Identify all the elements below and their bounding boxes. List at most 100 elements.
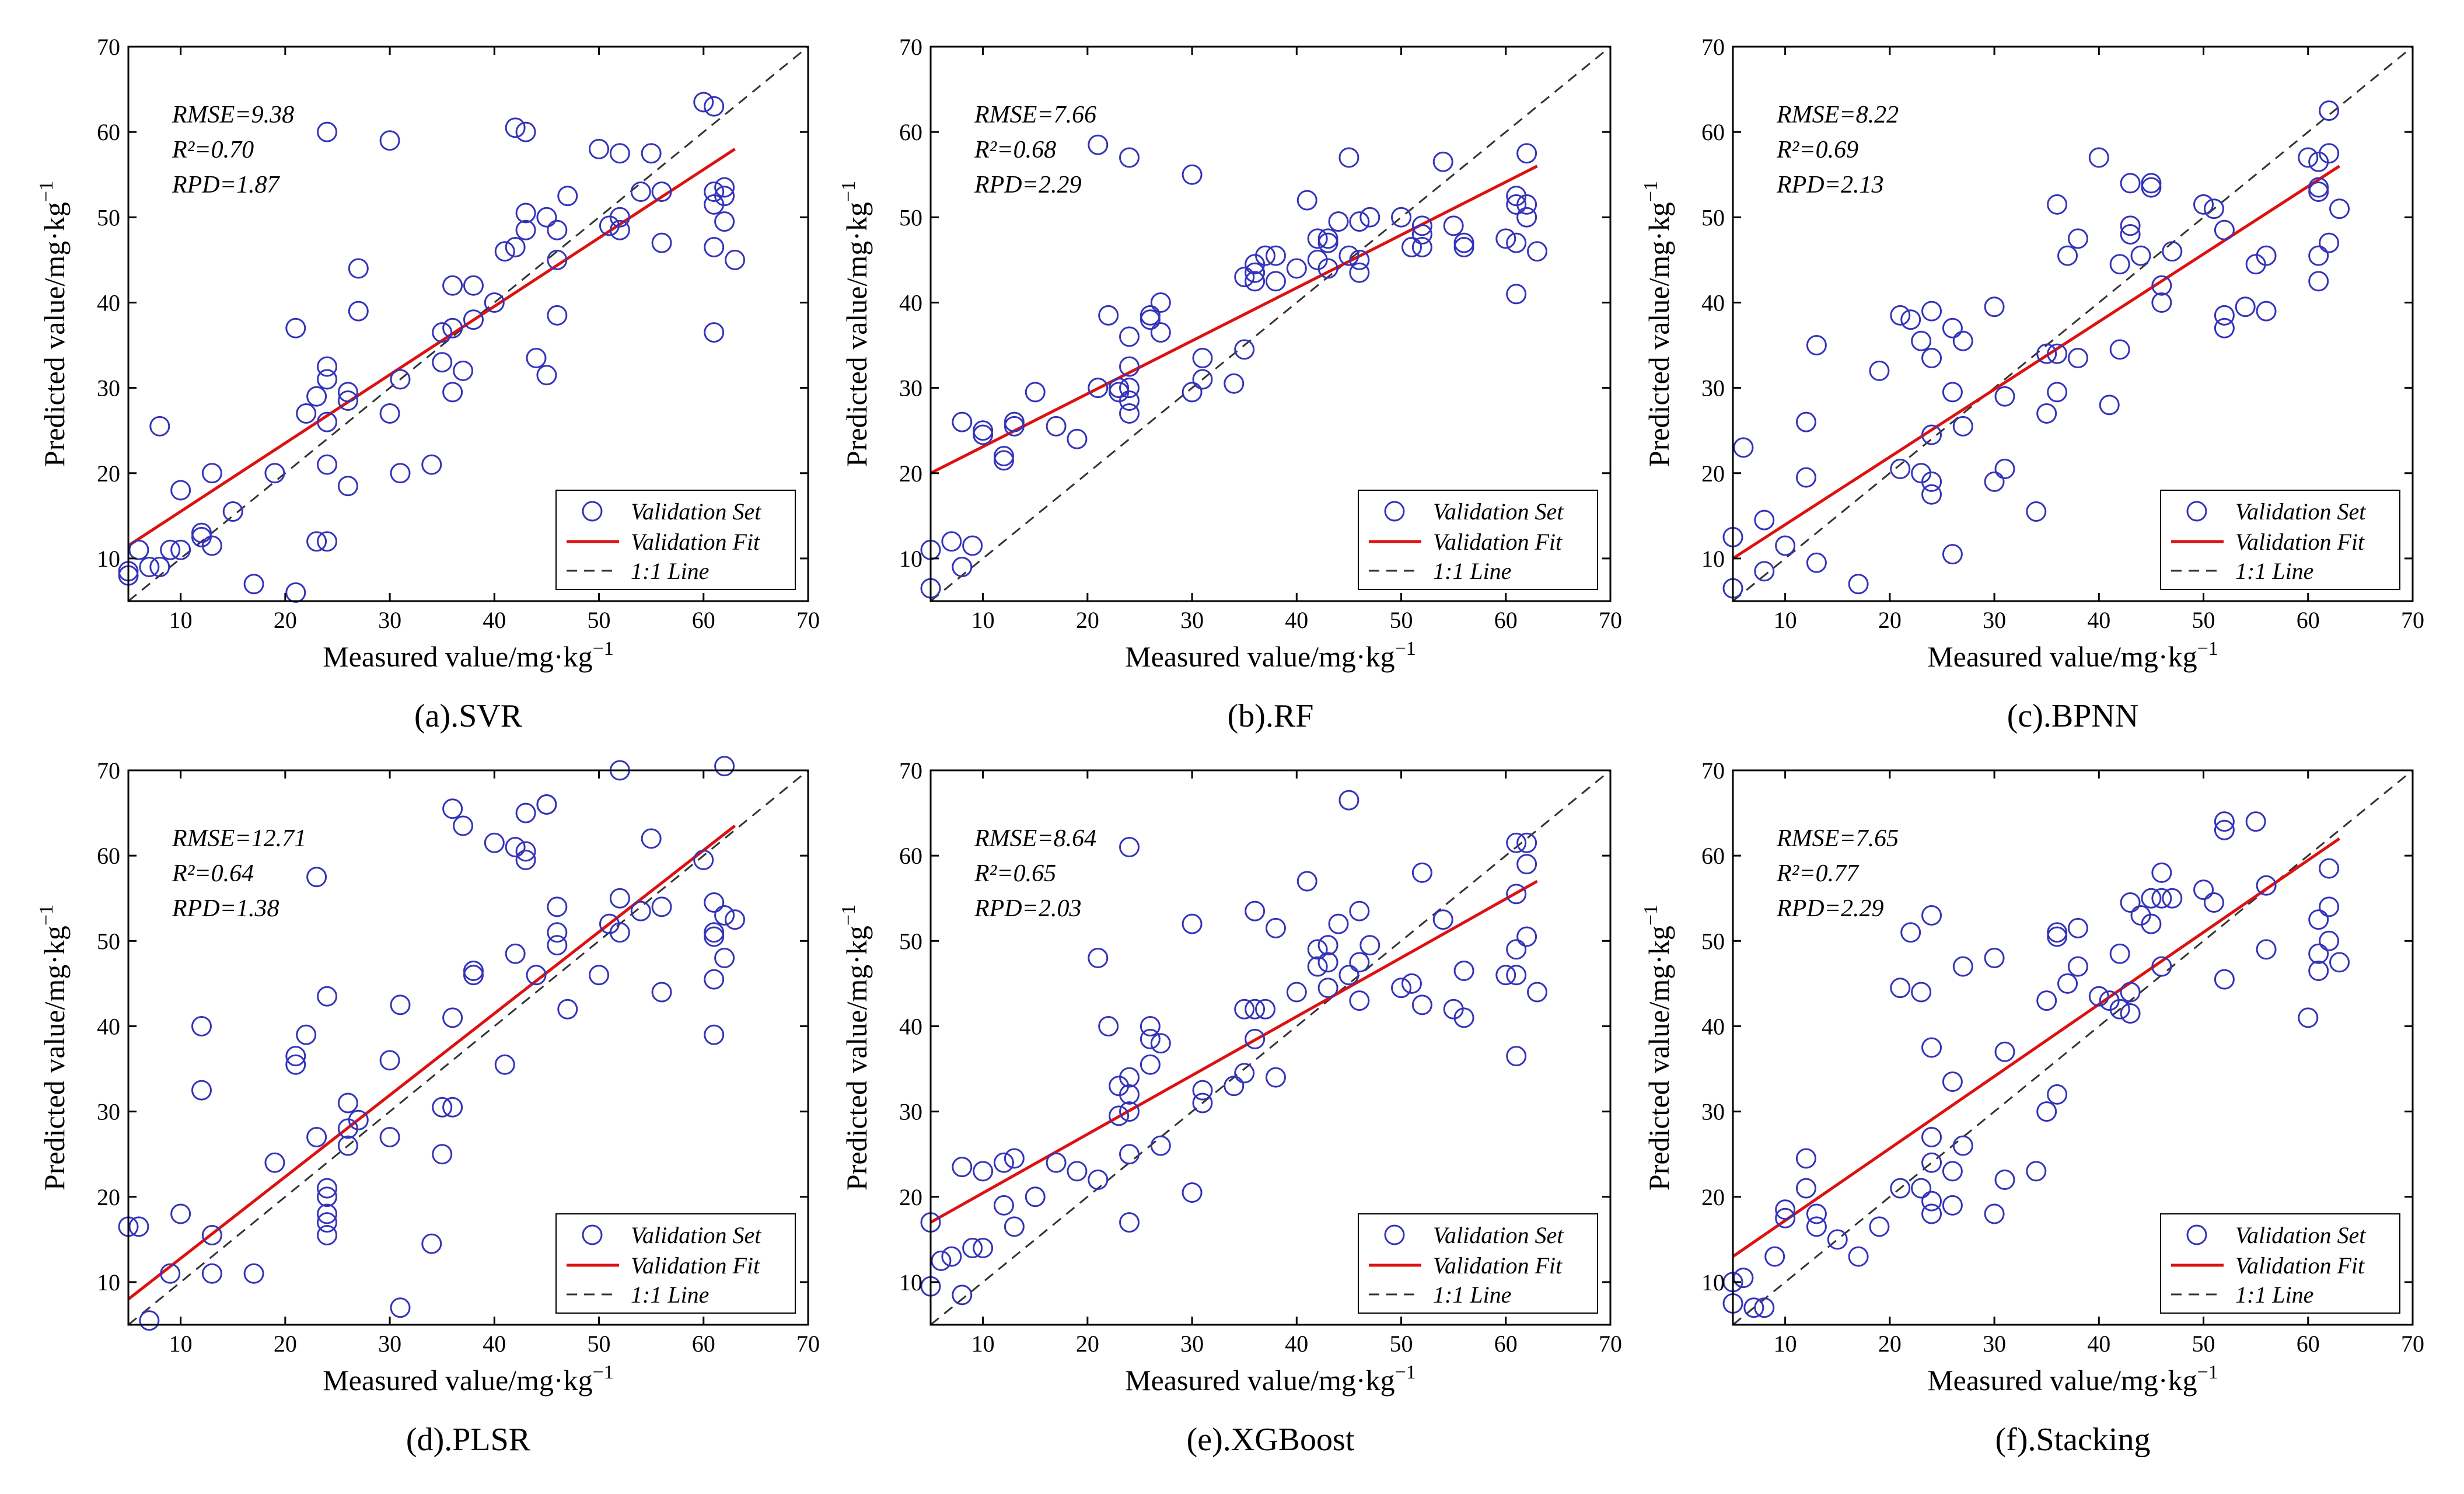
x-tick-label: 40 — [2087, 1331, 2110, 1357]
data-point — [348, 301, 369, 322]
data-point — [2047, 1084, 2068, 1105]
metric-label: RMSE=9.38 — [172, 102, 294, 128]
data-point — [693, 849, 714, 870]
data-point — [609, 207, 630, 228]
x-tick-label: 20 — [1878, 607, 1902, 633]
data-point — [941, 1246, 962, 1267]
data-point — [2151, 862, 2172, 883]
data-point — [317, 986, 338, 1007]
data-point — [1067, 428, 1088, 449]
data-point — [557, 999, 578, 1020]
data-point — [1140, 309, 1161, 330]
data-point — [1942, 317, 1963, 338]
data-point — [973, 420, 994, 441]
data-point — [515, 841, 536, 862]
data-point — [2088, 986, 2109, 1007]
data-point — [432, 322, 453, 343]
data-point — [1140, 1015, 1161, 1036]
data-point — [1921, 347, 1942, 368]
data-point — [264, 1152, 285, 1173]
data-point — [714, 211, 735, 232]
data-point — [337, 1092, 358, 1113]
data-point — [2193, 879, 2214, 900]
data-point — [1890, 1178, 1911, 1199]
data-point — [1182, 1182, 1203, 1203]
data-point — [1921, 424, 1942, 445]
legend-label: Validation Fit — [1433, 1252, 1563, 1279]
data-point — [2151, 888, 2172, 909]
data-point — [1453, 1007, 1474, 1028]
y-tick-label: 20 — [1701, 1184, 1725, 1210]
x-tick-label: 50 — [2192, 607, 2215, 633]
metric-label: RPD=2.13 — [1776, 172, 1883, 198]
data-point — [2120, 982, 2141, 1003]
data-point — [1391, 207, 1412, 228]
y-axis-title: Predicted value/mg·kg−1 — [1640, 181, 1675, 467]
data-point — [2057, 973, 2078, 994]
data-point — [1527, 241, 1548, 262]
data-point — [1527, 982, 1548, 1003]
data-point — [2203, 198, 2224, 219]
data-point — [515, 219, 536, 240]
data-point — [1516, 207, 1537, 228]
data-point — [2088, 147, 2109, 168]
data-point — [1286, 982, 1307, 1003]
data-point — [2130, 245, 2151, 266]
data-point — [993, 450, 1014, 471]
data-point — [1004, 411, 1025, 432]
data-point — [1119, 147, 1140, 168]
legend-marker-points — [2186, 501, 2207, 522]
y-tick-label: 20 — [1701, 460, 1725, 487]
metric-label: RPD=2.29 — [1776, 895, 1883, 922]
data-point — [704, 926, 725, 947]
metric-label: RPD=1.38 — [172, 895, 279, 922]
fit-line — [1732, 837, 2340, 1258]
data-point — [1349, 990, 1370, 1011]
data-point — [1224, 1076, 1245, 1097]
y-tick-label: 70 — [1701, 758, 1725, 784]
x-axis-title: Measured value/mg·kg−1 — [1927, 638, 2218, 673]
data-point — [1764, 1246, 1785, 1267]
y-tick-label: 20 — [899, 1184, 922, 1210]
data-point — [1921, 1203, 1942, 1224]
data-point — [1234, 267, 1255, 288]
data-point — [1140, 1054, 1161, 1075]
panel-caption: (f).Stacking — [1995, 1422, 2151, 1458]
data-point — [1795, 467, 1816, 488]
data-point — [1984, 471, 2005, 492]
data-point — [2120, 892, 2141, 913]
data-point — [442, 1007, 463, 1028]
data-point — [1921, 1037, 1942, 1058]
data-point — [317, 531, 338, 552]
data-point — [704, 181, 725, 202]
y-tick-label: 60 — [97, 119, 120, 145]
y-tick-label: 10 — [97, 546, 120, 572]
data-point — [2047, 194, 2068, 215]
y-tick-label: 40 — [899, 289, 922, 316]
data-point — [1411, 215, 1432, 236]
data-point — [170, 1203, 191, 1224]
data-point — [1328, 211, 1349, 232]
data-point — [379, 1050, 400, 1071]
data-point — [139, 557, 160, 578]
data-point — [285, 1046, 306, 1067]
data-point — [317, 1212, 338, 1233]
data-point — [390, 994, 411, 1015]
data-point — [317, 1186, 338, 1207]
data-point — [1109, 378, 1130, 399]
data-point — [191, 1080, 212, 1101]
data-point — [589, 965, 610, 986]
y-tick-label: 70 — [97, 758, 120, 784]
data-point — [2214, 811, 2235, 832]
data-point — [1506, 1046, 1527, 1067]
data-point — [1182, 913, 1203, 934]
x-tick-label: 50 — [2192, 1331, 2215, 1357]
data-point — [1516, 143, 1537, 164]
data-point — [704, 892, 725, 913]
chart-panel-bpnn: 10 20 30 40 50 60 70 10 20 30 40 50 60 70 Measured val… — [1640, 34, 2424, 734]
data-point — [149, 557, 170, 578]
legend-label: Validation Set — [1433, 1222, 1564, 1248]
data-point — [1848, 574, 1869, 595]
data-point — [2026, 501, 2047, 522]
metric-label: R²=0.65 — [974, 860, 1056, 887]
